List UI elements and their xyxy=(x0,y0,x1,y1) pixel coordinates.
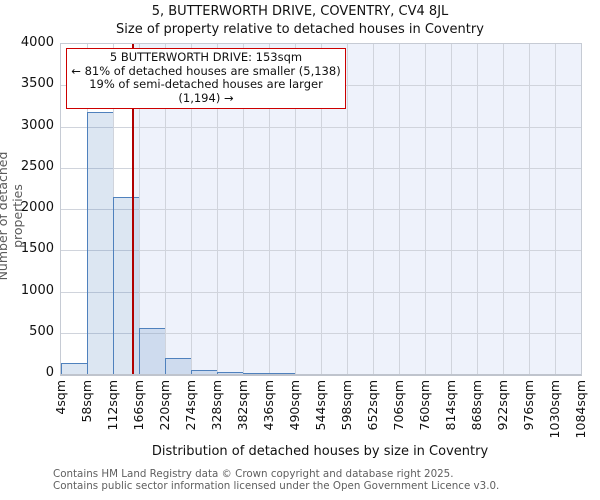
plot-area: 5 BUTTERWORTH DRIVE: 153sqm ← 81% of det… xyxy=(60,43,582,376)
annotation-box: 5 BUTTERWORTH DRIVE: 153sqm ← 81% of det… xyxy=(66,48,346,109)
x-tick-label: 760sqm xyxy=(416,380,432,431)
property-marker-line xyxy=(131,44,134,374)
chart-title: 5, BUTTERWORTH DRIVE, COVENTRY, CV4 8JL xyxy=(151,4,449,19)
gridline-horizontal xyxy=(61,209,581,210)
footer-line1: Contains HM Land Registry data © Crown c… xyxy=(53,468,454,480)
gridline-horizontal xyxy=(61,291,581,293)
histogram-bar xyxy=(191,369,217,374)
histogram-bar xyxy=(87,112,113,374)
plot-inner: 5 BUTTERWORTH DRIVE: 153sqm ← 81% of det… xyxy=(61,44,581,374)
x-tick-label: 976sqm xyxy=(520,380,536,431)
gridline-horizontal xyxy=(61,250,581,252)
x-tick-label: 58sqm xyxy=(78,380,94,423)
x-tick-label: 166sqm xyxy=(130,380,146,431)
y-tick-label: 1500 xyxy=(20,241,54,257)
y-tick-label: 4000 xyxy=(20,35,54,50)
chart-subtitle: Size of property relative to detached ho… xyxy=(116,22,484,37)
x-tick-label: 274sqm xyxy=(182,380,198,431)
y-tick-label: 3000 xyxy=(20,117,54,133)
annotation-line2: ← 81% of detached houses are smaller (5,… xyxy=(71,63,341,78)
x-tick-label: 490sqm xyxy=(286,380,302,431)
histogram-bar xyxy=(243,372,269,374)
y-tick-label: 2500 xyxy=(20,158,54,174)
histogram-bar xyxy=(269,373,295,374)
histogram-bar xyxy=(61,363,87,374)
annotation-line3: 19% of semi-detached houses are larger (… xyxy=(89,77,323,105)
y-tick-label: 3500 xyxy=(20,76,54,92)
y-tick-label: 1000 xyxy=(20,282,54,298)
x-tick-label: 220sqm xyxy=(156,380,172,431)
gridline-horizontal xyxy=(61,126,581,128)
histogram-bar xyxy=(217,371,243,374)
histogram-bar xyxy=(139,327,165,374)
x-tick-label: 652sqm xyxy=(364,380,380,431)
x-tick-label: 544sqm xyxy=(312,380,328,431)
x-tick-label: 814sqm xyxy=(442,380,458,431)
x-tick-label: 1030sqm xyxy=(546,380,562,439)
annotation-line1: 5 BUTTERWORTH DRIVE: 153sqm xyxy=(109,50,303,64)
y-tick-label: 2000 xyxy=(20,200,54,215)
x-tick-label: 868sqm xyxy=(468,380,484,431)
x-tick-label: 1084sqm xyxy=(572,380,588,439)
footer-line2: Contains public sector information licen… xyxy=(53,479,500,492)
histogram-bar xyxy=(113,196,139,374)
x-tick-label: 382sqm xyxy=(234,380,250,431)
y-tick-label: 0 xyxy=(45,365,54,380)
x-tick-label: 706sqm xyxy=(390,380,406,431)
x-tick-label: 436sqm xyxy=(260,380,276,431)
gridline-horizontal xyxy=(61,332,581,334)
x-tick-label: 598sqm xyxy=(338,380,354,431)
x-tick-label: 328sqm xyxy=(208,380,224,431)
footer-attribution: Contains HM Land Registry data © Crown c… xyxy=(53,468,500,492)
histogram-bar xyxy=(165,358,191,374)
x-tick-label: 922sqm xyxy=(494,380,510,431)
x-tick-label: 112sqm xyxy=(104,380,120,431)
y-tick-label: 500 xyxy=(29,323,54,339)
x-axis-label: Distribution of detached houses by size … xyxy=(151,444,489,459)
gridline-horizontal xyxy=(61,167,581,169)
x-tick-label: 4sqm xyxy=(52,380,68,415)
